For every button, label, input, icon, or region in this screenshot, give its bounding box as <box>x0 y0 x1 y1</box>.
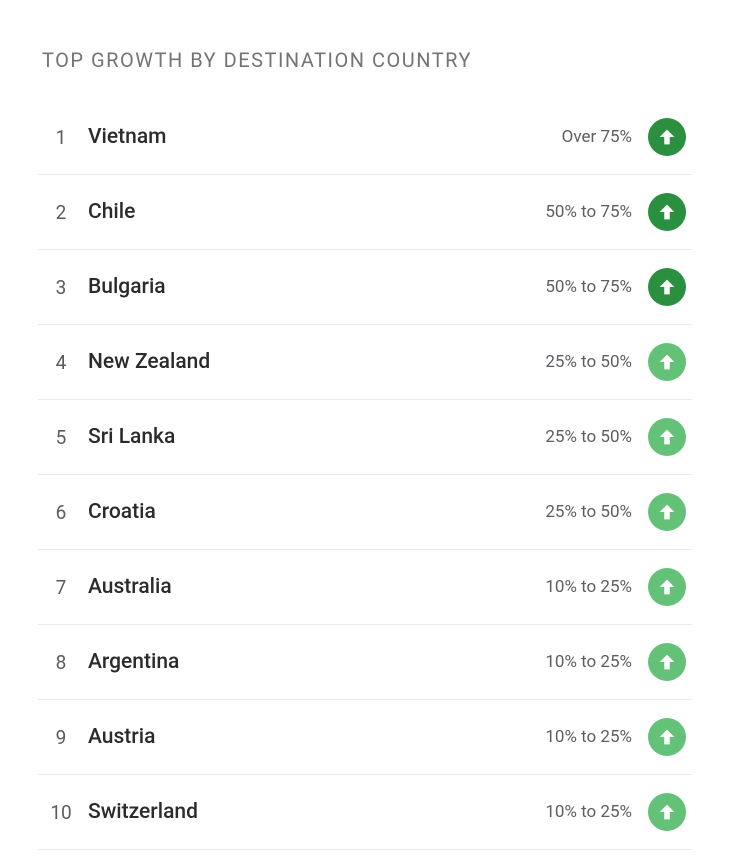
arrow-up-icon <box>648 643 686 681</box>
rank-number: 7 <box>40 576 82 599</box>
growth-range: 25% to 50% <box>545 427 632 447</box>
country-name: New Zealand <box>82 350 545 374</box>
country-growth-list: 1 Vietnam Over 75% 2 Chile 50% to 75% 3 … <box>38 100 692 850</box>
rank-number: 2 <box>40 201 82 224</box>
growth-range: 10% to 25% <box>545 727 632 747</box>
growth-range: 10% to 25% <box>545 652 632 672</box>
growth-range: 25% to 50% <box>545 352 632 372</box>
table-row: 6 Croatia 25% to 50% <box>38 475 692 550</box>
country-name: Chile <box>82 200 545 224</box>
rank-number: 8 <box>40 651 82 674</box>
rank-number: 3 <box>40 276 82 299</box>
arrow-up-icon <box>648 118 686 156</box>
table-row: 8 Argentina 10% to 25% <box>38 625 692 700</box>
arrow-up-icon <box>648 493 686 531</box>
arrow-up-icon <box>648 343 686 381</box>
growth-range: 50% to 75% <box>545 202 632 222</box>
rank-number: 10 <box>40 801 82 824</box>
arrow-up-icon <box>648 568 686 606</box>
table-row: 7 Australia 10% to 25% <box>38 550 692 625</box>
table-row: 1 Vietnam Over 75% <box>38 100 692 175</box>
growth-range: 25% to 50% <box>545 502 632 522</box>
arrow-up-icon <box>648 418 686 456</box>
table-row: 4 New Zealand 25% to 50% <box>38 325 692 400</box>
arrow-up-icon <box>648 193 686 231</box>
growth-range: 10% to 25% <box>545 577 632 597</box>
country-name: Croatia <box>82 500 545 524</box>
table-row: 9 Austria 10% to 25% <box>38 700 692 775</box>
growth-range: 50% to 75% <box>545 277 632 297</box>
country-name: Australia <box>82 575 545 599</box>
country-name: Vietnam <box>82 125 562 149</box>
rank-number: 4 <box>40 351 82 374</box>
arrow-up-icon <box>648 268 686 306</box>
table-row: 5 Sri Lanka 25% to 50% <box>38 400 692 475</box>
country-name: Bulgaria <box>82 275 545 299</box>
table-row: 2 Chile 50% to 75% <box>38 175 692 250</box>
table-row: 3 Bulgaria 50% to 75% <box>38 250 692 325</box>
rank-number: 1 <box>40 126 82 149</box>
growth-range: Over 75% <box>562 127 632 147</box>
country-name: Argentina <box>82 650 545 674</box>
table-row: 10 Switzerland 10% to 25% <box>38 775 692 850</box>
rank-number: 6 <box>40 501 82 524</box>
growth-range: 10% to 25% <box>545 802 632 822</box>
rank-number: 9 <box>40 726 82 749</box>
arrow-up-icon <box>648 793 686 831</box>
country-name: Sri Lanka <box>82 425 545 449</box>
section-title: TOP GROWTH BY DESTINATION COUNTRY <box>38 48 692 72</box>
arrow-up-icon <box>648 718 686 756</box>
country-name: Switzerland <box>82 800 545 824</box>
rank-number: 5 <box>40 426 82 449</box>
country-name: Austria <box>82 725 545 749</box>
